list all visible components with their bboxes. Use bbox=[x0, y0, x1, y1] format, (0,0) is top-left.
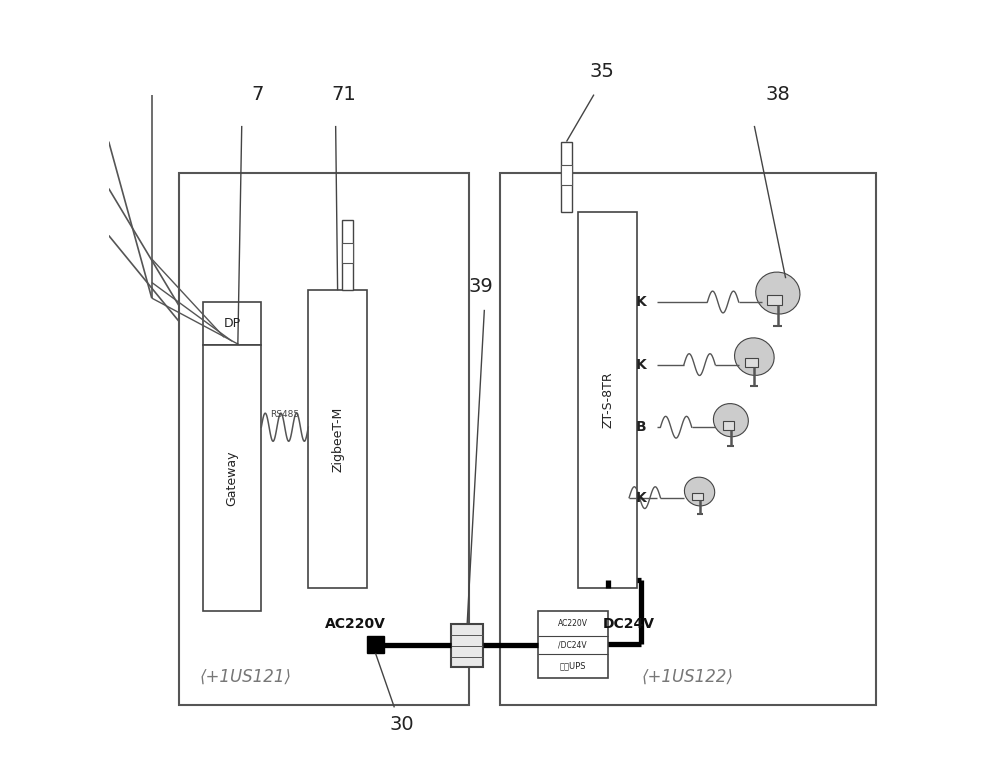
Bar bbox=[561, 165, 572, 184]
Bar bbox=[692, 492, 703, 499]
Ellipse shape bbox=[735, 338, 774, 376]
Text: AC220V: AC220V bbox=[325, 617, 386, 630]
Text: 71: 71 bbox=[331, 85, 356, 104]
Text: K: K bbox=[635, 358, 646, 372]
Bar bbox=[203, 345, 261, 612]
Text: ⟨+1US122⟩: ⟨+1US122⟩ bbox=[642, 667, 734, 685]
Text: RS485: RS485 bbox=[270, 410, 299, 419]
Text: 35: 35 bbox=[589, 62, 614, 81]
Text: ZigbeeT-M: ZigbeeT-M bbox=[331, 406, 344, 472]
Ellipse shape bbox=[756, 272, 800, 314]
Text: 38: 38 bbox=[765, 85, 790, 104]
Text: 直流UPS: 直流UPS bbox=[560, 662, 586, 670]
Bar bbox=[745, 358, 758, 367]
Text: K: K bbox=[635, 295, 646, 309]
Text: ⟨+1US121⟩: ⟨+1US121⟩ bbox=[200, 667, 292, 685]
Ellipse shape bbox=[713, 404, 748, 437]
Text: K: K bbox=[635, 491, 646, 505]
Bar bbox=[561, 142, 572, 212]
Bar bbox=[767, 295, 782, 305]
Text: B: B bbox=[636, 420, 646, 434]
Text: 39: 39 bbox=[468, 277, 493, 296]
Text: DC24V: DC24V bbox=[603, 617, 655, 630]
Bar bbox=[179, 172, 469, 705]
Text: Gateway: Gateway bbox=[225, 450, 238, 506]
Ellipse shape bbox=[684, 477, 715, 506]
Text: AC220V: AC220V bbox=[558, 619, 588, 628]
Text: /DC24V: /DC24V bbox=[558, 641, 587, 650]
Bar bbox=[308, 290, 367, 588]
Bar bbox=[500, 172, 876, 705]
Bar bbox=[723, 421, 734, 430]
Text: ZT-S-8TR: ZT-S-8TR bbox=[601, 372, 614, 428]
Bar bbox=[342, 243, 353, 263]
Bar bbox=[451, 624, 483, 667]
Bar bbox=[203, 302, 261, 345]
Bar bbox=[342, 220, 353, 290]
Text: DP: DP bbox=[223, 317, 241, 330]
Bar bbox=[367, 636, 384, 653]
Text: 30: 30 bbox=[390, 715, 414, 734]
Text: 7: 7 bbox=[251, 85, 264, 104]
Bar bbox=[538, 612, 608, 677]
Bar bbox=[578, 212, 637, 588]
